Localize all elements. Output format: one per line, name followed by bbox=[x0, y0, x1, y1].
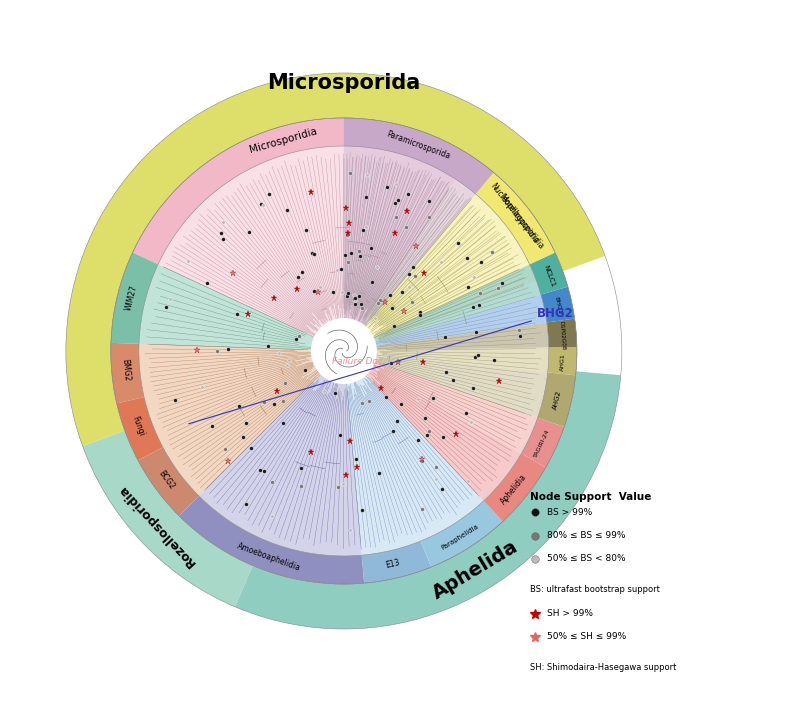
Text: Node Support  Value: Node Support Value bbox=[530, 492, 651, 502]
Wedge shape bbox=[522, 418, 564, 468]
Text: SH: Shimodaira-Hasegawa support: SH: Shimodaira-Hasegawa support bbox=[530, 663, 676, 673]
Text: Paraphelidia: Paraphelidia bbox=[440, 523, 480, 550]
Wedge shape bbox=[476, 173, 555, 265]
Text: Rozellosporidia: Rozellosporidia bbox=[116, 482, 198, 569]
Text: 80% ≤ BS ≤ 99%: 80% ≤ BS ≤ 99% bbox=[547, 531, 626, 540]
Text: 50% ≤ SH ≤ 99%: 50% ≤ SH ≤ 99% bbox=[547, 633, 626, 641]
Text: AHG2: AHG2 bbox=[552, 390, 562, 411]
Text: Fungi: Fungi bbox=[130, 415, 146, 437]
Text: WIM27: WIM27 bbox=[124, 284, 139, 312]
Text: NCLC1: NCLC1 bbox=[543, 264, 557, 288]
Circle shape bbox=[318, 326, 369, 376]
Wedge shape bbox=[421, 501, 502, 567]
Text: Morellosporidia: Morellosporidia bbox=[498, 193, 540, 246]
Text: Microsporidia: Microsporidia bbox=[249, 126, 318, 155]
Text: 50% ≤ BS < 80%: 50% ≤ BS < 80% bbox=[547, 555, 626, 563]
Wedge shape bbox=[139, 344, 328, 496]
Wedge shape bbox=[199, 367, 362, 556]
Wedge shape bbox=[484, 453, 546, 522]
Wedge shape bbox=[538, 373, 576, 427]
Text: Paramicrosporida: Paramicrosporida bbox=[386, 129, 452, 161]
Wedge shape bbox=[366, 322, 549, 350]
Wedge shape bbox=[179, 496, 364, 584]
Text: Aphelida: Aphelida bbox=[429, 537, 522, 603]
Wedge shape bbox=[356, 179, 537, 343]
Wedge shape bbox=[455, 156, 563, 281]
Wedge shape bbox=[363, 358, 538, 453]
Wedge shape bbox=[66, 73, 605, 446]
Text: BCG2: BCG2 bbox=[157, 469, 177, 491]
Wedge shape bbox=[110, 343, 144, 404]
Wedge shape bbox=[530, 253, 568, 295]
Wedge shape bbox=[111, 253, 158, 344]
Wedge shape bbox=[139, 265, 323, 350]
Text: Microsporida: Microsporida bbox=[267, 73, 421, 93]
Text: BHG2: BHG2 bbox=[189, 307, 574, 424]
Text: BS > 99%: BS > 99% bbox=[547, 508, 593, 517]
Wedge shape bbox=[364, 265, 541, 345]
Wedge shape bbox=[158, 146, 455, 341]
Text: D1P02G08: D1P02G08 bbox=[559, 321, 566, 350]
Wedge shape bbox=[117, 397, 163, 461]
Wedge shape bbox=[82, 431, 253, 607]
Circle shape bbox=[311, 319, 376, 383]
Wedge shape bbox=[344, 118, 494, 194]
Text: Amoeboaphelidia: Amoeboaphelidia bbox=[236, 541, 302, 572]
Wedge shape bbox=[547, 319, 577, 347]
Text: TAGIRI-24: TAGIRI-24 bbox=[534, 429, 551, 458]
Wedge shape bbox=[133, 118, 470, 265]
Text: E13: E13 bbox=[385, 558, 401, 571]
Wedge shape bbox=[344, 146, 476, 333]
Text: Nucleophagosporidia: Nucleophagosporidia bbox=[488, 181, 545, 251]
Wedge shape bbox=[365, 353, 548, 418]
Wedge shape bbox=[366, 347, 549, 373]
Wedge shape bbox=[541, 286, 574, 322]
Wedge shape bbox=[359, 362, 522, 501]
Text: BHG1: BHG1 bbox=[554, 296, 562, 314]
Wedge shape bbox=[366, 295, 547, 348]
Wedge shape bbox=[358, 194, 530, 341]
Text: BS: ultrafast bootstrap support: BS: ultrafast bootstrap support bbox=[530, 585, 660, 595]
Wedge shape bbox=[548, 347, 577, 376]
Text: BMG2: BMG2 bbox=[120, 359, 131, 382]
Wedge shape bbox=[138, 447, 199, 516]
Text: SH > 99%: SH > 99% bbox=[547, 609, 594, 618]
Wedge shape bbox=[235, 371, 621, 629]
Wedge shape bbox=[362, 541, 431, 583]
Wedge shape bbox=[346, 367, 484, 555]
Text: Failure Doc...: Failure Doc... bbox=[332, 357, 391, 366]
Text: Aphelidia: Aphelidia bbox=[499, 472, 529, 505]
Text: AHG1: AHG1 bbox=[560, 354, 566, 371]
